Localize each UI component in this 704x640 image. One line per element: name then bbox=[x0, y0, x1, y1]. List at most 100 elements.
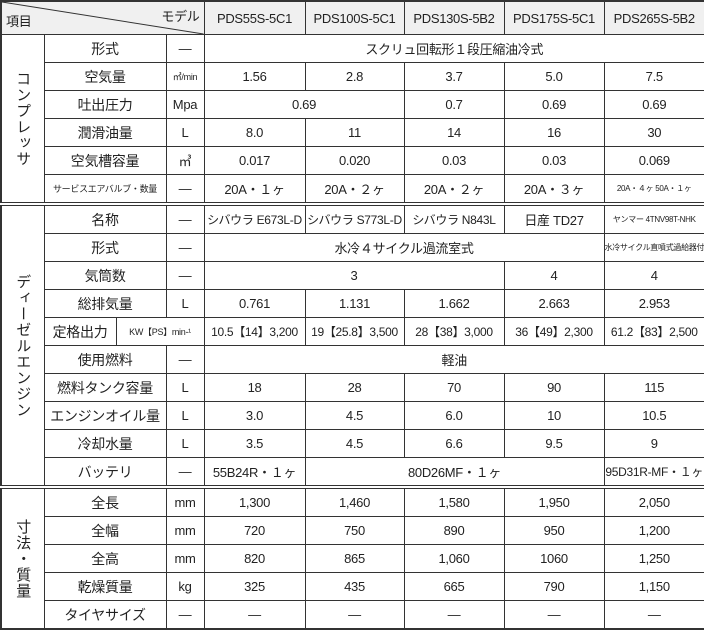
value-cell: 20A・２ヶ bbox=[304, 174, 405, 205]
unit-label: L bbox=[165, 118, 205, 147]
item-label: 全長 bbox=[43, 485, 167, 517]
value-cell: — bbox=[603, 600, 704, 630]
value-cell: 0.020 bbox=[304, 146, 405, 175]
item-label: 空気槽容量 bbox=[43, 146, 167, 175]
value-cell: シバウラ N843L bbox=[403, 202, 505, 234]
value-cell: 1,300 bbox=[203, 485, 306, 517]
unit-label: Mpa bbox=[165, 90, 205, 119]
item-label: バッテリ bbox=[43, 457, 167, 488]
value-cell: 61.2【83】2,500 bbox=[603, 317, 704, 346]
table-row: サービスエアバルブ・数量 —20A・１ヶ 20A・２ヶ 20A・２ヶ 20A・３ヶ 20A… bbox=[1, 174, 704, 205]
value-cell: スクリュ回転形１段圧縮油冷式 bbox=[203, 34, 704, 63]
item-label: 気筒数 bbox=[43, 261, 167, 290]
unit-label: — bbox=[165, 34, 205, 63]
unit-label: mm bbox=[165, 544, 205, 573]
table-row: 全幅 mm 720 750 890 950 1,200 bbox=[1, 516, 704, 545]
item-label: 全高 bbox=[43, 544, 167, 573]
table-row: 空気量 ㎥/min 1.56 2.8 3.7 5.0 7.5 bbox=[1, 62, 704, 91]
item-label: 空気量 bbox=[43, 62, 167, 91]
value-cell: 4 bbox=[603, 261, 704, 290]
value-cell: 2.8 bbox=[304, 62, 405, 91]
value-cell: 6.0 bbox=[403, 401, 505, 430]
value-cell: 55B24R・１ヶ bbox=[203, 457, 306, 488]
value-cell: 20A・３ヶ bbox=[503, 174, 605, 205]
item-label: 使用燃料 bbox=[43, 345, 167, 374]
value-cell: 80D26MF・１ヶ bbox=[304, 457, 605, 488]
value-cell: 28 bbox=[304, 373, 405, 402]
section-label: 寸法・質量 bbox=[0, 485, 45, 630]
value-cell: 軽油 bbox=[203, 345, 704, 374]
value-cell: 4 bbox=[503, 261, 605, 290]
item-label: 吐出圧力 bbox=[43, 90, 167, 119]
value-cell: 1,580 bbox=[403, 485, 505, 517]
value-cell: 3.7 bbox=[403, 62, 505, 91]
value-cell: 435 bbox=[304, 572, 405, 601]
value-cell: 1.131 bbox=[304, 289, 405, 318]
table-row: コンプレッサ 形式 — スクリュ回転形１段圧縮油冷式 bbox=[0, 34, 704, 205]
unit-label: mm bbox=[165, 485, 205, 517]
value-cell: 3 bbox=[203, 261, 505, 290]
unit-label: — bbox=[165, 202, 205, 234]
unit-label: kg bbox=[165, 572, 205, 601]
value-cell: 20A・２ヶ bbox=[403, 174, 505, 205]
value-cell: 30 bbox=[603, 118, 704, 147]
value-cell: 28【38】3,000 bbox=[403, 317, 505, 346]
value-cell: 18 bbox=[203, 373, 306, 402]
unit-label: — bbox=[165, 457, 205, 488]
table-row: 乾燥質量 kg 325 435 665 790 1,150 bbox=[1, 572, 704, 601]
value-cell: 水冷サイクル直噴式過給器付 bbox=[603, 233, 704, 262]
value-cell: シバウラ S773L-D bbox=[304, 202, 405, 234]
header-row: 項目 モデル PDS55S-5C1 PDS100S-5C1 PDS130S-5B2 P… bbox=[0, 0, 704, 35]
model-header-cell: PDS130S-5B2 bbox=[403, 0, 505, 35]
value-cell: 1.56 bbox=[203, 62, 306, 91]
table-row: 使用燃料 — 軽油 bbox=[1, 345, 704, 374]
table-row: タイヤサイズ — — — — — — bbox=[1, 600, 704, 630]
value-cell: 950 bbox=[503, 516, 605, 545]
value-cell: 0.017 bbox=[203, 146, 306, 175]
value-cell: 14 bbox=[403, 118, 505, 147]
value-cell: 325 bbox=[203, 572, 306, 601]
value-cell: 2.953 bbox=[603, 289, 704, 318]
value-cell: 0.069 bbox=[603, 146, 704, 175]
value-cell: 2,050 bbox=[603, 485, 704, 517]
value-cell: 70 bbox=[403, 373, 505, 402]
header-corner: 項目 モデル bbox=[0, 0, 205, 35]
value-cell: 820 bbox=[203, 544, 306, 573]
table-row: ディーゼルエンジン 名称 — シバウラ E673L-D シバウラ S773L-D シバウラ… bbox=[0, 202, 704, 488]
value-cell: 0.761 bbox=[203, 289, 306, 318]
table-row: 全高 mm 820 865 1,060 1060 1,250 bbox=[1, 544, 704, 573]
value-cell: 0.03 bbox=[503, 146, 605, 175]
value-cell: 7.5 bbox=[603, 62, 704, 91]
value-cell: 750 bbox=[304, 516, 405, 545]
value-cell: 36【49】2,300 bbox=[503, 317, 605, 346]
value-cell: 0.69 bbox=[503, 90, 605, 119]
model-header-cell: PDS100S-5C1 bbox=[304, 0, 405, 35]
unit-label: — bbox=[165, 233, 205, 262]
value-cell: 20A・１ヶ bbox=[203, 174, 306, 205]
value-cell: 1,950 bbox=[503, 485, 605, 517]
model-header-cell: PDS175S-5C1 bbox=[503, 0, 605, 35]
item-label: 総排気量 bbox=[43, 289, 167, 318]
unit-label: ㎥/min bbox=[165, 62, 205, 91]
table-row: 総排気量 L 0.761 1.131 1.662 2.663 2.953 bbox=[1, 289, 704, 318]
value-cell: 865 bbox=[304, 544, 405, 573]
model-header-cell: PDS265S-5B2 bbox=[603, 0, 704, 35]
item-label: 名称 bbox=[43, 202, 167, 234]
value-cell: — bbox=[503, 600, 605, 630]
value-cell: 95D31R-MF・１ヶ bbox=[603, 457, 704, 488]
value-cell: 665 bbox=[403, 572, 505, 601]
item-label: 燃料タンク容量 bbox=[43, 373, 167, 402]
table-row: 冷却水量 L 3.5 4.5 6.6 9.5 9 bbox=[1, 429, 704, 458]
item-header: 項目 bbox=[6, 14, 32, 29]
item-label: サービスエアバルブ・数量 bbox=[43, 174, 167, 205]
value-cell: 16 bbox=[503, 118, 605, 147]
value-cell: 10.5 bbox=[603, 401, 704, 430]
value-cell: 9 bbox=[603, 429, 704, 458]
value-cell: 4.5 bbox=[304, 401, 405, 430]
unit-label: L bbox=[165, 401, 205, 430]
value-cell: 90 bbox=[503, 373, 605, 402]
value-cell: 20A・４ヶ 50A・１ヶ bbox=[603, 174, 704, 205]
unit-label: ㎥ bbox=[165, 146, 205, 175]
item-label: 冷却水量 bbox=[43, 429, 167, 458]
